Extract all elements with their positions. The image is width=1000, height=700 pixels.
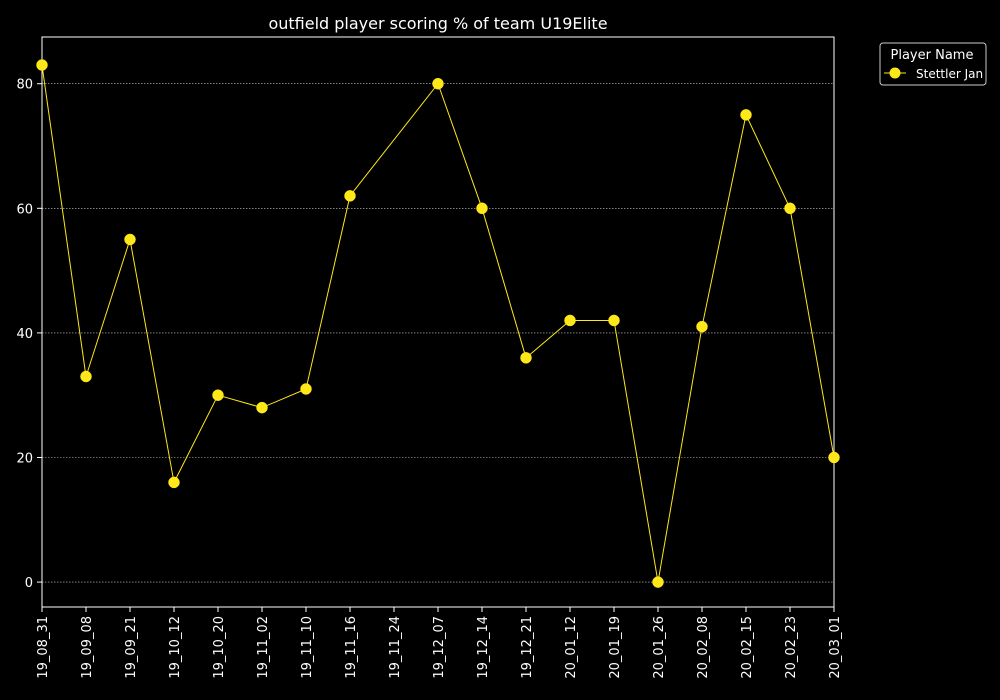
legend-series-label: Stettler Jan [916, 67, 983, 81]
y-tick-label: 20 [16, 451, 33, 466]
x-tick-label: 20_03_01 [828, 616, 843, 679]
data-point [80, 370, 92, 383]
y-tick-label: 40 [16, 327, 33, 342]
x-tick-label: 19_11_02 [256, 616, 271, 679]
legend-title: Player Name [891, 48, 974, 63]
data-point [256, 401, 268, 414]
x-tick-label: 19_11_24 [388, 616, 403, 679]
x-tick-label: 19_12_07 [432, 616, 447, 679]
x-tick-label: 19_12_14 [476, 616, 491, 679]
data-point [168, 476, 180, 489]
x-tick-label: 20_01_12 [564, 616, 579, 679]
legend-series-marker [889, 67, 901, 79]
x-tick-label: 20_02_08 [696, 616, 711, 679]
series-line [41, 64, 835, 583]
data-point [784, 202, 796, 215]
data-point [344, 190, 356, 202]
chart-title: outfield player scoring % of team U19Eli… [268, 14, 607, 33]
data-point [652, 576, 664, 588]
x-tick-label: 19_09_08 [80, 616, 95, 679]
data-point [36, 59, 48, 71]
data-point [696, 320, 708, 333]
x-tick-label: 19_08_31 [36, 616, 51, 679]
x-tick-label: 20_02_15 [740, 616, 755, 679]
data-point [432, 77, 444, 90]
data-point [564, 314, 576, 327]
x-tick-label: 19_09_21 [124, 616, 139, 679]
data-point [212, 389, 224, 401]
x-tick-label: 19_11_10 [300, 616, 315, 679]
y-tick-label: 0 [25, 576, 33, 591]
data-point [520, 352, 532, 364]
legend-frame [879, 42, 987, 86]
data-point [828, 451, 840, 464]
x-tick-label: 20_02_23 [784, 616, 799, 679]
series-layer [36, 59, 840, 588]
plot-frame [41, 36, 835, 608]
data-point [300, 383, 312, 395]
x-tick-label: 19_10_12 [168, 616, 183, 679]
data-point [740, 109, 752, 121]
data-point [608, 314, 620, 327]
data-point [476, 202, 488, 215]
x-tick-label: 19_11_16 [344, 616, 359, 679]
y-tick-label: 60 [16, 202, 33, 217]
grid-lines [42, 83, 834, 583]
x-tick-label: 19_10_20 [212, 616, 227, 679]
y-tick-label: 80 [16, 78, 33, 93]
x-tick-label: 19_12_21 [520, 616, 535, 679]
data-point [124, 233, 136, 246]
x-tick-label: 20_01_26 [652, 616, 667, 679]
legend: Player Name Stettler Jan [879, 42, 987, 86]
axes: 0 20 40 60 80 19_08_31 19_09_08 19_09_21 19_10_1… [16, 36, 843, 679]
x-tick-label: 20_01_19 [608, 616, 623, 679]
